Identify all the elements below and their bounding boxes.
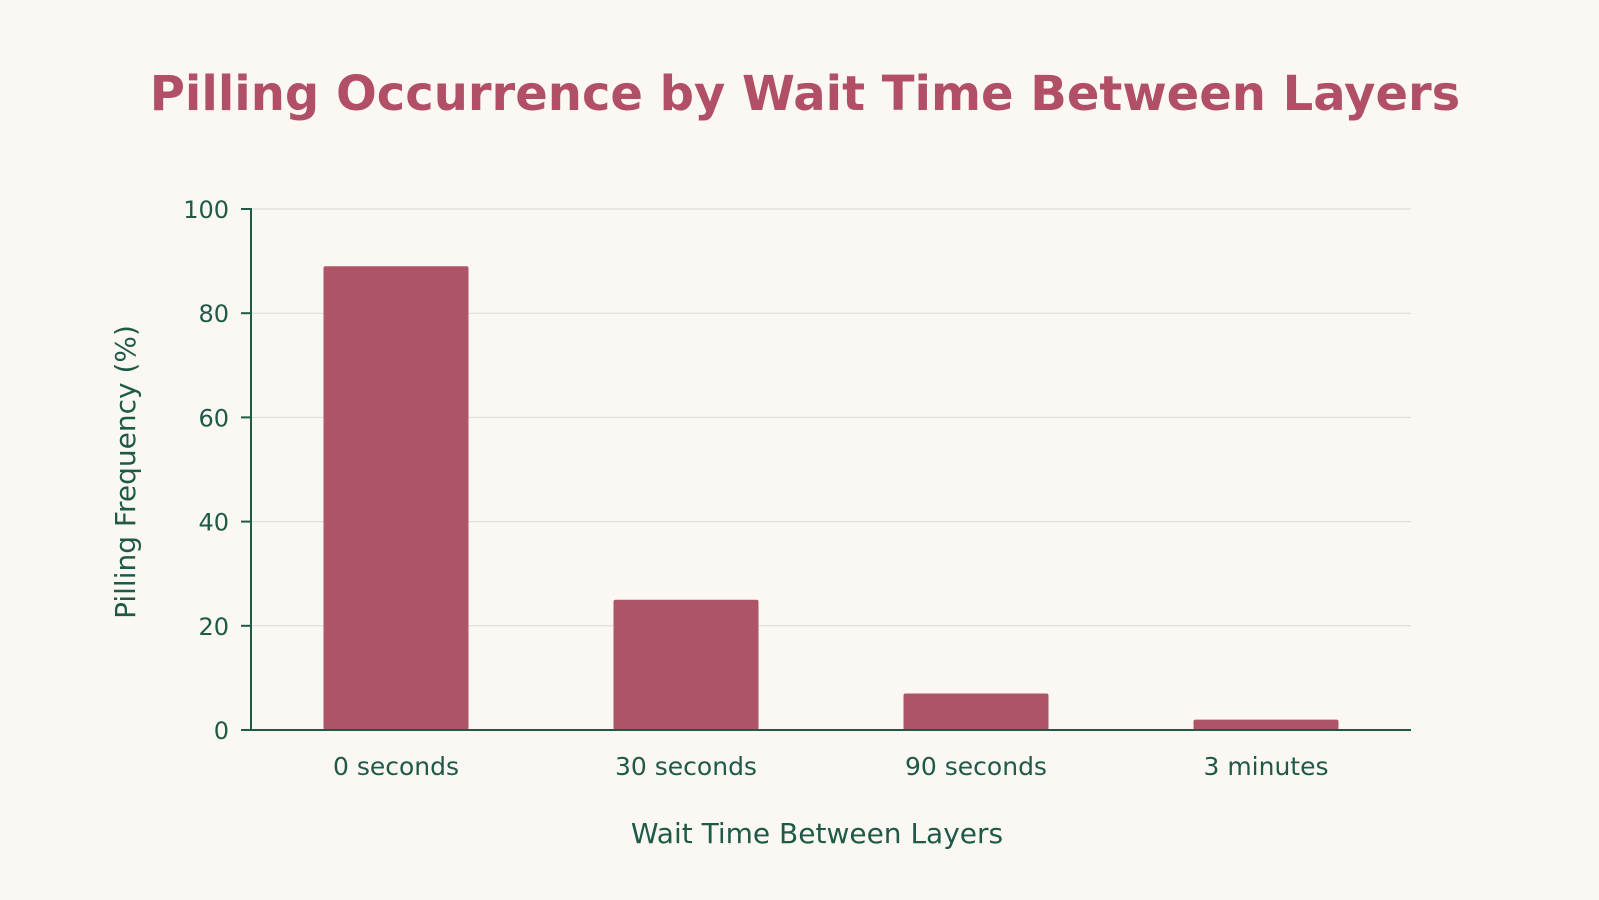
y-tick-label: 80	[198, 300, 229, 328]
y-tick-label: 40	[198, 509, 229, 537]
x-tick-label: 90 seconds	[905, 752, 1047, 781]
chart-title: Pilling Occurrence by Wait Time Between …	[150, 66, 1460, 122]
y-axis-ticks: 0 20 40 60 80 100	[183, 196, 251, 745]
y-tick-label: 100	[183, 196, 229, 224]
y-tick-label: 20	[198, 613, 229, 641]
y-tick-label: 0	[214, 717, 229, 745]
y-axis-label: Pilling Frequency (%)	[109, 325, 142, 619]
bar-30-seconds	[613, 599, 759, 730]
x-axis-label: Wait Time Between Layers	[631, 817, 1003, 850]
x-tick-label: 3 minutes	[1203, 752, 1328, 781]
x-tick-label: 0 seconds	[333, 752, 459, 781]
x-axis-ticks: 0 seconds 30 seconds 90 seconds 3 minutes	[333, 752, 1329, 781]
bars	[323, 266, 1339, 730]
x-tick-label: 30 seconds	[615, 752, 757, 781]
y-tick-label: 60	[198, 404, 229, 432]
bar-90-seconds	[903, 693, 1049, 730]
bar-3-minutes	[1193, 719, 1339, 730]
bar-0-seconds	[323, 266, 469, 730]
